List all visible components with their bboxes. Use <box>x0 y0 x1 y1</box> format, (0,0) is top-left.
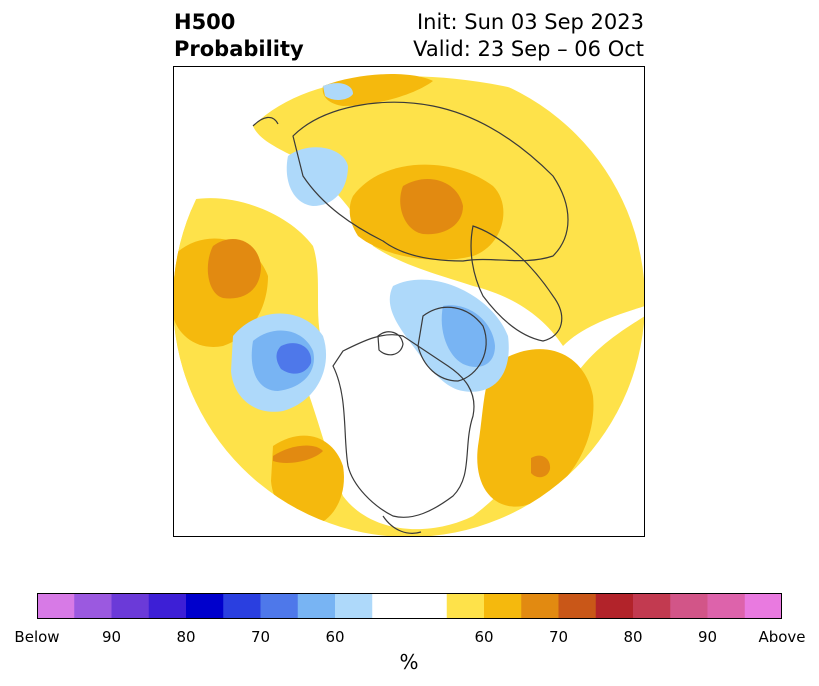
colorbar-cell <box>372 593 410 619</box>
central-america-coast <box>382 515 422 534</box>
colorbar-tick-label: Below <box>14 628 60 646</box>
colorbar-tick-label: 70 <box>250 628 271 646</box>
colorbar-frame <box>37 593 782 619</box>
title-variable: H500 <box>174 10 236 34</box>
above-70-region <box>531 455 551 478</box>
valid-range: Valid: 23 Sep – 06 Oct <box>413 37 644 61</box>
colorbar-cell <box>335 593 373 619</box>
eurasia-coast <box>292 101 569 262</box>
colorbar-cell <box>223 593 261 619</box>
below-60-region <box>286 147 348 206</box>
colorbar-tick-label: 80 <box>176 628 196 646</box>
colorbar-tick-label: 90 <box>101 628 122 646</box>
north-america-coast <box>332 334 475 518</box>
above-70-region <box>207 238 261 299</box>
colorbar-tick-label: Above <box>758 628 806 646</box>
arctic-islands <box>377 331 404 356</box>
colorbar <box>37 593 782 619</box>
colorbar-tick-label: 60 <box>325 628 345 646</box>
colorbar-tick-label: 80 <box>623 628 643 646</box>
colorbar-cell <box>707 593 746 619</box>
above-65-region <box>477 349 594 507</box>
title-left: H500 Probability <box>174 9 304 63</box>
below-65-region <box>441 305 495 367</box>
colorbar-cell <box>409 593 448 619</box>
above-70-region <box>273 445 323 463</box>
colorbar-cell <box>186 593 224 619</box>
above-65-region <box>322 74 433 106</box>
colorbar-cell <box>297 593 336 619</box>
colorbar-cell <box>484 593 522 619</box>
map-frame <box>173 66 645 537</box>
colorbar-cell <box>633 593 671 619</box>
colorbar-unit: % <box>399 650 419 674</box>
below-60-region <box>323 83 353 100</box>
title-type: Probability <box>174 37 304 61</box>
above-70-region <box>400 178 463 235</box>
colorbar-cells <box>37 593 782 619</box>
colorbar-cell <box>521 593 559 619</box>
probability-map <box>173 66 645 537</box>
colorbar-cell <box>148 593 187 619</box>
colorbar-tick-label: 70 <box>548 628 569 646</box>
europe-coast <box>470 225 563 342</box>
below-70-region <box>276 343 312 374</box>
colorbar-cell <box>744 593 782 619</box>
colorbar-cell <box>111 593 150 619</box>
colorbar-cell <box>558 593 597 619</box>
colorbar-cell <box>446 593 485 619</box>
title-right: Init: Sun 03 Sep 2023 Valid: 23 Sep – 06… <box>413 9 644 63</box>
colorbar-cell <box>37 593 75 619</box>
colorbar-cell <box>74 593 112 619</box>
greenland-coast <box>417 306 487 382</box>
coastlines <box>252 101 569 534</box>
init-date: Init: Sun 03 Sep 2023 <box>416 10 644 34</box>
colorbar-tick-label: 90 <box>697 628 718 646</box>
colorbar-cell <box>595 593 634 619</box>
colorbar-cell <box>260 593 299 619</box>
colorbar-cell <box>670 593 708 619</box>
probability-field <box>173 74 645 537</box>
colorbar-tick-label: 60 <box>474 628 494 646</box>
japan-coast <box>252 116 279 127</box>
